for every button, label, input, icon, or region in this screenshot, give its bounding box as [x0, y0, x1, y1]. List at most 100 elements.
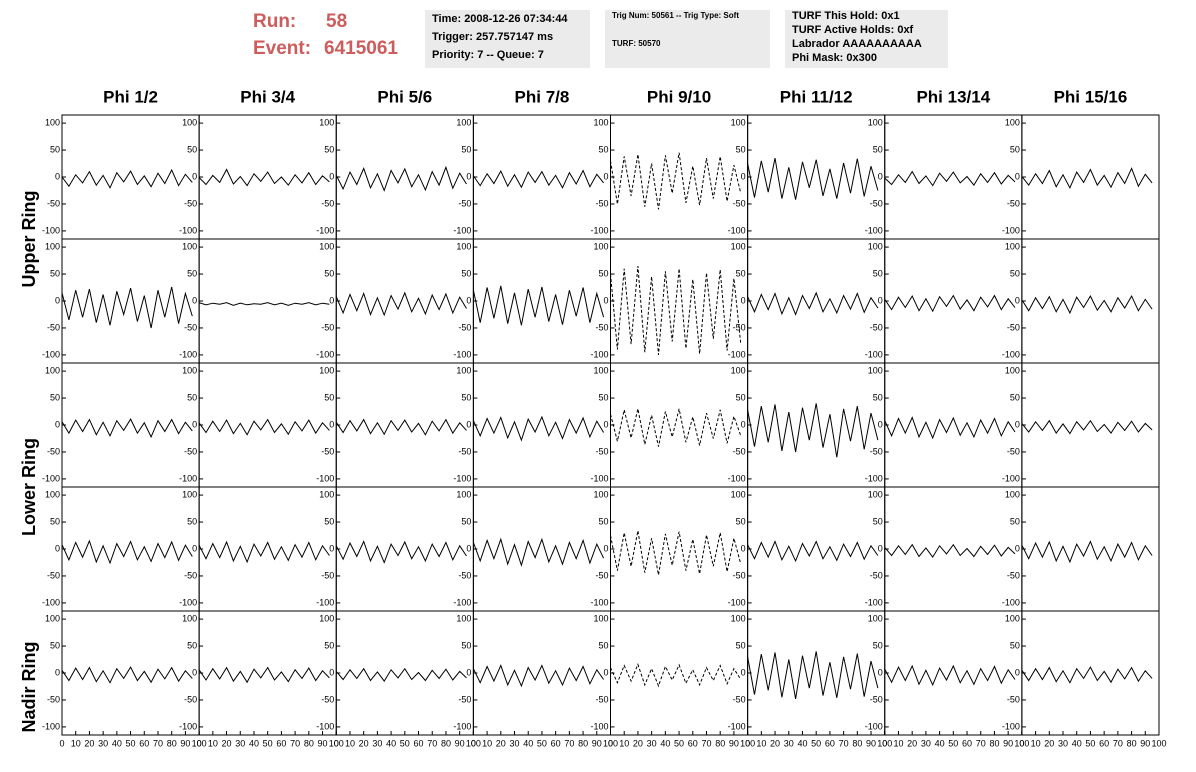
waveform — [1021, 666, 1153, 684]
y-tick-label: -50 — [321, 322, 334, 332]
x-tick-label: 20 — [1044, 738, 1054, 748]
x-tick-label: 80 — [852, 738, 862, 748]
x-tick-label: 100 — [603, 738, 618, 748]
y-tick-label: -50 — [458, 446, 471, 456]
y-tick-label: -50 — [458, 198, 471, 208]
y-tick-label: 100 — [593, 613, 608, 623]
y-tick-label: 50 — [324, 640, 334, 650]
y-tick-label: 50 — [873, 640, 883, 650]
y-tick-label: 0 — [466, 419, 471, 429]
y-tick-label: -100 — [1002, 473, 1020, 483]
y-tick-label: 100 — [319, 489, 334, 499]
y-tick-label: 100 — [456, 489, 471, 499]
y-tick-label: -100 — [1002, 225, 1020, 235]
waveform — [747, 540, 879, 563]
x-tick-label: 70 — [153, 738, 163, 748]
waveform — [198, 418, 330, 436]
x-tick-label: 90 — [729, 738, 739, 748]
y-tick-label: -50 — [321, 198, 334, 208]
x-tick-label: 70 — [839, 738, 849, 748]
y-tick-label: 0 — [741, 419, 746, 429]
y-tick-label: 0 — [466, 667, 471, 677]
y-tick-label: -100 — [728, 225, 746, 235]
y-tick-label: -100 — [590, 349, 608, 359]
column-title: Phi 9/10 — [647, 87, 711, 106]
x-tick-label: 30 — [921, 738, 931, 748]
run-label: Run: — [253, 11, 296, 32]
y-tick-label: -50 — [47, 198, 60, 208]
x-tick-label: 100 — [329, 738, 344, 748]
info-line: Phi Mask: 0x300 — [792, 52, 877, 64]
x-tick-label: 70 — [564, 738, 574, 748]
x-tick-label: 50 — [126, 738, 136, 748]
y-tick-label: 50 — [736, 268, 746, 278]
y-tick-label: 50 — [187, 144, 197, 154]
y-tick-label: -100 — [865, 721, 883, 731]
event-number: 6415061 — [324, 38, 398, 59]
column-title: Phi 13/14 — [916, 87, 990, 106]
x-tick-label: 10 — [345, 738, 355, 748]
panel-frame — [472, 238, 611, 364]
y-tick-label: 100 — [319, 241, 334, 251]
y-tick-label: -50 — [733, 446, 746, 456]
y-tick-label: 0 — [603, 419, 608, 429]
y-tick-label: 100 — [731, 365, 746, 375]
waveform — [610, 152, 742, 210]
y-tick-label: -100 — [453, 597, 471, 607]
panel-frame — [884, 486, 1023, 612]
y-tick-label: 0 — [55, 171, 60, 181]
waveform — [884, 543, 1016, 558]
y-tick-label: -100 — [42, 597, 60, 607]
y-tick-label: -100 — [42, 349, 60, 359]
y-tick-label: -50 — [458, 322, 471, 332]
y-tick-label: 0 — [603, 543, 608, 553]
x-tick-label: 20 — [907, 738, 917, 748]
y-tick-label: -50 — [184, 322, 197, 332]
waveform — [198, 168, 330, 187]
x-tick-label: 0 — [882, 738, 887, 748]
column-title: Phi 11/12 — [780, 87, 853, 106]
y-tick-label: -100 — [865, 225, 883, 235]
x-tick-label: 40 — [797, 738, 807, 748]
x-tick-label: 50 — [1085, 738, 1095, 748]
x-tick-label: 100 — [1151, 738, 1166, 748]
y-tick-label: -100 — [590, 473, 608, 483]
info-box — [785, 10, 948, 68]
y-tick-label: -50 — [47, 570, 60, 580]
x-tick-label: 10 — [71, 738, 81, 748]
info-line: TURF Active Holds: 0xf — [792, 24, 914, 36]
y-tick-label: -50 — [321, 570, 334, 580]
x-tick-label: 90 — [592, 738, 602, 748]
x-tick-label: 0 — [745, 738, 750, 748]
panel-frame — [335, 362, 474, 488]
y-tick-label: 0 — [741, 543, 746, 553]
y-tick-label: 50 — [461, 640, 471, 650]
y-tick-label: 100 — [593, 241, 608, 251]
y-tick-label: 50 — [50, 144, 60, 154]
y-tick-label: 0 — [192, 543, 197, 553]
info-line: Priority: 7 -- Queue: 7 — [432, 49, 544, 61]
panel-frame — [198, 238, 337, 364]
panel-frame — [747, 610, 886, 736]
y-tick-label: 0 — [466, 543, 471, 553]
x-tick-label: 100 — [1014, 738, 1029, 748]
panel-frame — [61, 362, 200, 488]
y-tick-label: 100 — [45, 365, 60, 375]
y-tick-label: 100 — [45, 241, 60, 251]
y-tick-label: 50 — [187, 640, 197, 650]
column-title: Phi 7/8 — [515, 87, 570, 106]
x-tick-label: 40 — [249, 738, 259, 748]
y-tick-label: -50 — [47, 694, 60, 704]
x-tick-label: 60 — [825, 738, 835, 748]
x-tick-label: 100 — [192, 738, 207, 748]
y-tick-label: 100 — [731, 613, 746, 623]
event-label: Event: — [253, 38, 311, 59]
panel-frame — [610, 486, 749, 612]
y-tick-label: 100 — [868, 117, 883, 127]
y-tick-label: 100 — [868, 613, 883, 623]
y-tick-label: 0 — [1015, 667, 1020, 677]
y-tick-label: -100 — [453, 721, 471, 731]
y-tick-label: -100 — [179, 349, 197, 359]
y-tick-label: 50 — [736, 392, 746, 402]
y-tick-label: 100 — [731, 117, 746, 127]
